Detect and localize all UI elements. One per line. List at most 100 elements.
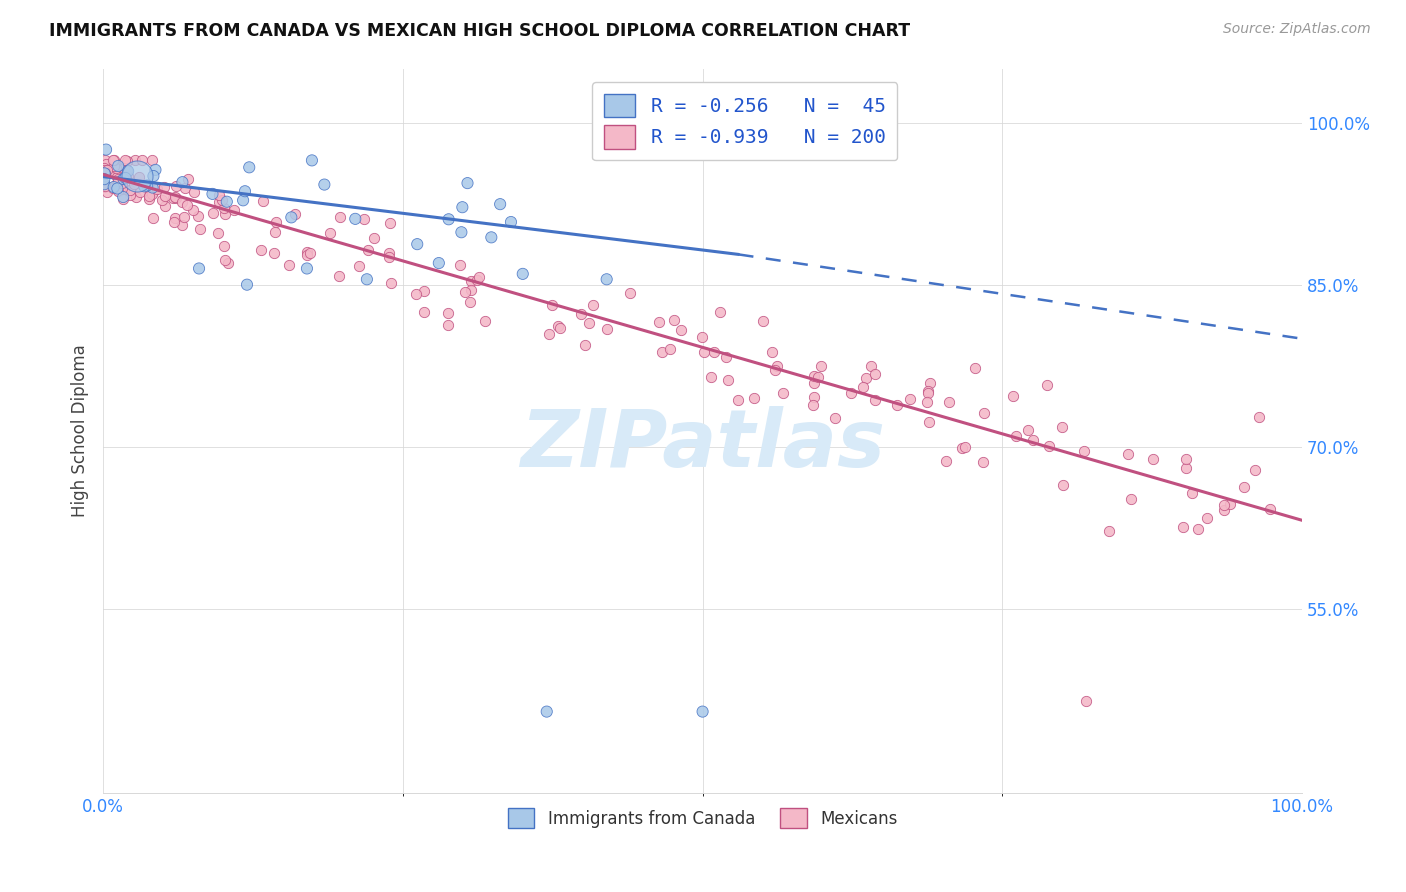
- Legend: Immigrants from Canada, Mexicans: Immigrants from Canada, Mexicans: [501, 801, 904, 835]
- Point: [671, 323, 693, 337]
- Point: [112, 167, 135, 181]
- Point: [489, 197, 512, 211]
- Point: [378, 251, 401, 265]
- Point: [94, 153, 117, 168]
- Point: [1213, 503, 1236, 517]
- Point: [112, 190, 135, 204]
- Point: [112, 161, 135, 176]
- Point: [103, 180, 125, 194]
- Point: [537, 327, 560, 342]
- Point: [328, 268, 350, 283]
- Point: [963, 360, 986, 375]
- Point: [120, 183, 142, 197]
- Point: [176, 198, 198, 212]
- Text: ZIPatlas: ZIPatlas: [520, 406, 886, 484]
- Point: [124, 178, 146, 192]
- Point: [406, 237, 429, 252]
- Point: [107, 185, 129, 199]
- Point: [212, 201, 235, 215]
- Point: [212, 239, 235, 253]
- Point: [207, 194, 229, 209]
- Point: [187, 209, 209, 223]
- Point: [165, 179, 187, 194]
- Point: [703, 344, 725, 359]
- Point: [103, 153, 125, 168]
- Point: [94, 157, 117, 171]
- Point: [222, 203, 245, 218]
- Point: [841, 386, 863, 401]
- Point: [803, 369, 825, 384]
- Point: [659, 342, 682, 356]
- Point: [437, 212, 460, 227]
- Point: [1219, 497, 1241, 511]
- Point: [125, 169, 148, 183]
- Point: [233, 184, 256, 198]
- Point: [357, 243, 380, 257]
- Point: [935, 454, 957, 468]
- Point: [363, 231, 385, 245]
- Point: [1258, 501, 1281, 516]
- Point: [1171, 520, 1194, 534]
- Point: [138, 189, 160, 203]
- Point: [457, 176, 479, 190]
- Point: [111, 180, 134, 194]
- Point: [96, 185, 118, 199]
- Point: [172, 175, 194, 189]
- Point: [412, 284, 434, 298]
- Point: [1073, 444, 1095, 458]
- Point: [810, 359, 832, 374]
- Point: [278, 258, 301, 272]
- Point: [107, 171, 129, 186]
- Point: [115, 170, 138, 185]
- Point: [263, 226, 285, 240]
- Point: [1233, 480, 1256, 494]
- Point: [449, 258, 471, 272]
- Point: [437, 318, 460, 333]
- Point: [174, 181, 197, 195]
- Point: [142, 180, 165, 194]
- Point: [569, 307, 592, 321]
- Point: [188, 261, 211, 276]
- Point: [96, 163, 118, 178]
- Point: [474, 314, 496, 328]
- Point: [752, 314, 775, 328]
- Point: [454, 285, 477, 300]
- Point: [165, 190, 187, 204]
- Point: [141, 187, 163, 202]
- Point: [172, 194, 194, 209]
- Point: [105, 169, 128, 184]
- Point: [547, 318, 569, 333]
- Point: [250, 243, 273, 257]
- Point: [138, 186, 160, 201]
- Point: [124, 153, 146, 168]
- Point: [1036, 378, 1059, 392]
- Point: [142, 211, 165, 225]
- Point: [145, 181, 167, 195]
- Point: [1052, 477, 1074, 491]
- Point: [280, 211, 302, 225]
- Point: [93, 166, 115, 180]
- Point: [284, 207, 307, 221]
- Point: [232, 194, 254, 208]
- Point: [165, 191, 187, 205]
- Point: [1142, 451, 1164, 466]
- Point: [596, 321, 619, 335]
- Point: [214, 253, 236, 268]
- Point: [101, 180, 124, 194]
- Point: [141, 153, 163, 168]
- Point: [94, 166, 117, 180]
- Point: [662, 312, 685, 326]
- Point: [114, 170, 136, 185]
- Point: [136, 178, 159, 193]
- Point: [920, 376, 942, 391]
- Point: [93, 161, 115, 175]
- Point: [918, 415, 941, 429]
- Point: [117, 154, 139, 169]
- Point: [153, 189, 176, 203]
- Point: [152, 180, 174, 194]
- Point: [211, 193, 233, 207]
- Point: [803, 390, 825, 404]
- Point: [163, 211, 186, 225]
- Point: [134, 179, 156, 194]
- Point: [201, 206, 224, 220]
